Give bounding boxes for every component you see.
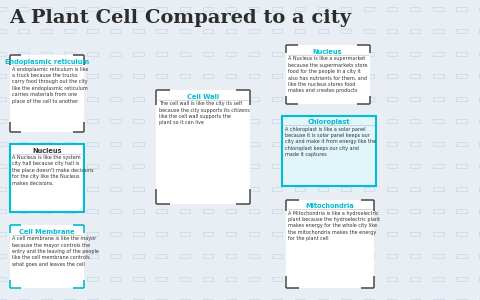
FancyBboxPatch shape: [10, 225, 84, 288]
FancyBboxPatch shape: [286, 45, 370, 104]
FancyBboxPatch shape: [10, 56, 84, 132]
Text: Endoplasmic reticulum: Endoplasmic reticulum: [5, 59, 89, 65]
Text: Nucleus: Nucleus: [313, 49, 342, 55]
FancyBboxPatch shape: [286, 200, 374, 288]
FancyBboxPatch shape: [10, 144, 84, 212]
Text: A chloroplast is like a solar panel
because it is solar panel keeps our
city and: A chloroplast is like a solar panel beca…: [285, 127, 376, 157]
Text: A Mitochondria is like a hydroelectric
plant because the hydroelectric plant
mak: A Mitochondria is like a hydroelectric p…: [288, 211, 381, 241]
Text: A Plant Cell Compared to a city: A Plant Cell Compared to a city: [10, 9, 352, 27]
Text: A endoplasmic reticulum is like
a truck because the trucks
carry food through ou: A endoplasmic reticulum is like a truck …: [12, 67, 89, 103]
Text: Nucleus: Nucleus: [32, 148, 61, 154]
Text: Chloroplast: Chloroplast: [308, 119, 350, 125]
Text: Cell Wall: Cell Wall: [187, 94, 219, 100]
Text: Mitochondria: Mitochondria: [306, 203, 354, 209]
Text: A Nucleus is like a supermarket
because the supermarkets store
food for the peop: A Nucleus is like a supermarket because …: [288, 56, 368, 93]
Text: A Nucleus is like the system
city hall because city hall is
the place doesn't ma: A Nucleus is like the system city hall b…: [12, 155, 94, 186]
Text: The cell wall is like the city its self
because the city supports its citizens
l: The cell wall is like the city its self …: [159, 101, 250, 125]
Text: A cell membrane is like the mayor
because the mayor controls the
entry and the l: A cell membrane is like the mayor becaus…: [12, 236, 99, 267]
FancyBboxPatch shape: [156, 90, 250, 204]
FancyBboxPatch shape: [282, 116, 376, 186]
Text: Cell Membrane: Cell Membrane: [19, 229, 74, 235]
